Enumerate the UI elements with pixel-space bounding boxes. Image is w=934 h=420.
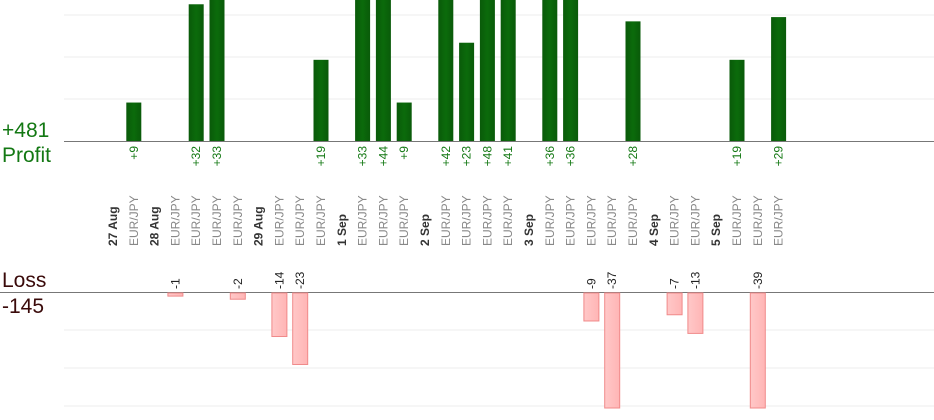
pair-label: EUR/JPY	[751, 195, 765, 246]
loss-bar	[583, 292, 600, 322]
profit-bar	[209, 0, 225, 141]
profit-value-label: +29	[772, 146, 786, 167]
loss-bar	[604, 292, 621, 409]
profit-value-label: +42	[439, 146, 453, 167]
profit-bar	[355, 0, 371, 141]
pair-label: EUR/JPY	[584, 195, 598, 246]
profit-bar	[396, 102, 412, 141]
loss-value-label: -2	[231, 278, 245, 289]
profit-bar	[542, 0, 558, 141]
profit-value-label: +23	[460, 146, 474, 167]
date-label: 1 Sep	[335, 214, 349, 246]
loss-value-label: -7	[668, 278, 682, 289]
loss-total: -145	[2, 295, 45, 318]
loss-value-label: -23	[293, 271, 307, 289]
pair-label: EUR/JPY	[314, 195, 328, 246]
pair-label: EUR/JPY	[564, 195, 578, 246]
pair-label: EUR/JPY	[376, 195, 390, 246]
profit-bar	[771, 17, 787, 141]
profit-bar	[729, 59, 745, 142]
profit-value-label: +41	[501, 146, 515, 167]
profit-value-label: +9	[127, 146, 141, 160]
loss-bar	[167, 292, 184, 297]
pair-label: EUR/JPY	[231, 195, 245, 246]
profit-bar	[563, 0, 579, 141]
pair-label: EUR/JPY	[127, 195, 141, 246]
profit-bar	[459, 42, 475, 141]
loss-bar	[687, 292, 704, 334]
pair-label: EUR/JPY	[480, 195, 494, 246]
date-label: 5 Sep	[709, 214, 723, 246]
loss-bar	[666, 292, 683, 316]
pair-label: EUR/JPY	[397, 195, 411, 246]
pair-label: EUR/JPY	[626, 195, 640, 246]
date-label: 2 Sep	[418, 214, 432, 246]
pair-label: EUR/JPY	[439, 195, 453, 246]
pair-label: EUR/JPY	[543, 195, 557, 246]
profit-bar	[375, 0, 391, 141]
loss-value-label: -9	[584, 278, 598, 289]
profit-value-label: +19	[314, 146, 328, 167]
profit-value-label: +19	[730, 146, 744, 167]
loss-value-label: -39	[751, 271, 765, 289]
profit-bar	[625, 21, 641, 142]
profit-bar	[438, 0, 454, 141]
profit-value-label: +28	[626, 146, 640, 167]
loss-bar	[271, 292, 288, 338]
profit-label: Profit	[2, 144, 52, 167]
date-label: 28 Aug	[148, 206, 162, 246]
date-label: 29 Aug	[252, 206, 266, 246]
pair-label: EUR/JPY	[293, 195, 307, 246]
pair-label: EUR/JPY	[501, 195, 515, 246]
profit-value-label: +32	[189, 146, 203, 167]
loss-value-label: -1	[168, 278, 182, 289]
pair-label: EUR/JPY	[688, 195, 702, 246]
pair-label: EUR/JPY	[168, 195, 182, 246]
pair-label: EUR/JPY	[730, 195, 744, 246]
profit-bar	[500, 0, 516, 141]
pair-label: EUR/JPY	[210, 195, 224, 246]
loss-bar	[292, 292, 309, 365]
date-label: 3 Sep	[522, 214, 536, 246]
profit-bar	[313, 59, 329, 142]
profit-bar	[126, 102, 142, 141]
pair-label: EUR/JPY	[605, 195, 619, 246]
pair-label: EUR/JPY	[356, 195, 370, 246]
profit-total: +481	[2, 119, 50, 142]
loss-value-label: -37	[605, 271, 619, 289]
date-label: 4 Sep	[647, 214, 661, 246]
pair-label: EUR/JPY	[189, 195, 203, 246]
profit-value-label: +36	[543, 146, 557, 167]
pair-label: EUR/JPY	[460, 195, 474, 246]
profit-value-label: +44	[376, 146, 390, 167]
profit-value-label: +33	[210, 146, 224, 167]
pair-label: EUR/JPY	[668, 195, 682, 246]
profit-bar	[479, 0, 495, 141]
profit-value-label: +48	[480, 146, 494, 167]
pair-label: EUR/JPY	[772, 195, 786, 246]
profit-value-label: +33	[356, 146, 370, 167]
pair-label: EUR/JPY	[272, 195, 286, 246]
loss-value-label: -13	[688, 271, 702, 289]
loss-bar	[749, 292, 766, 409]
date-label: 27 Aug	[106, 206, 120, 246]
profit-value-label: +9	[397, 146, 411, 160]
loss-bar	[229, 292, 246, 300]
profit-value-label: +36	[564, 146, 578, 167]
loss-label: Loss	[2, 269, 47, 292]
profit-bar	[188, 4, 204, 142]
loss-value-label: -14	[272, 271, 286, 289]
